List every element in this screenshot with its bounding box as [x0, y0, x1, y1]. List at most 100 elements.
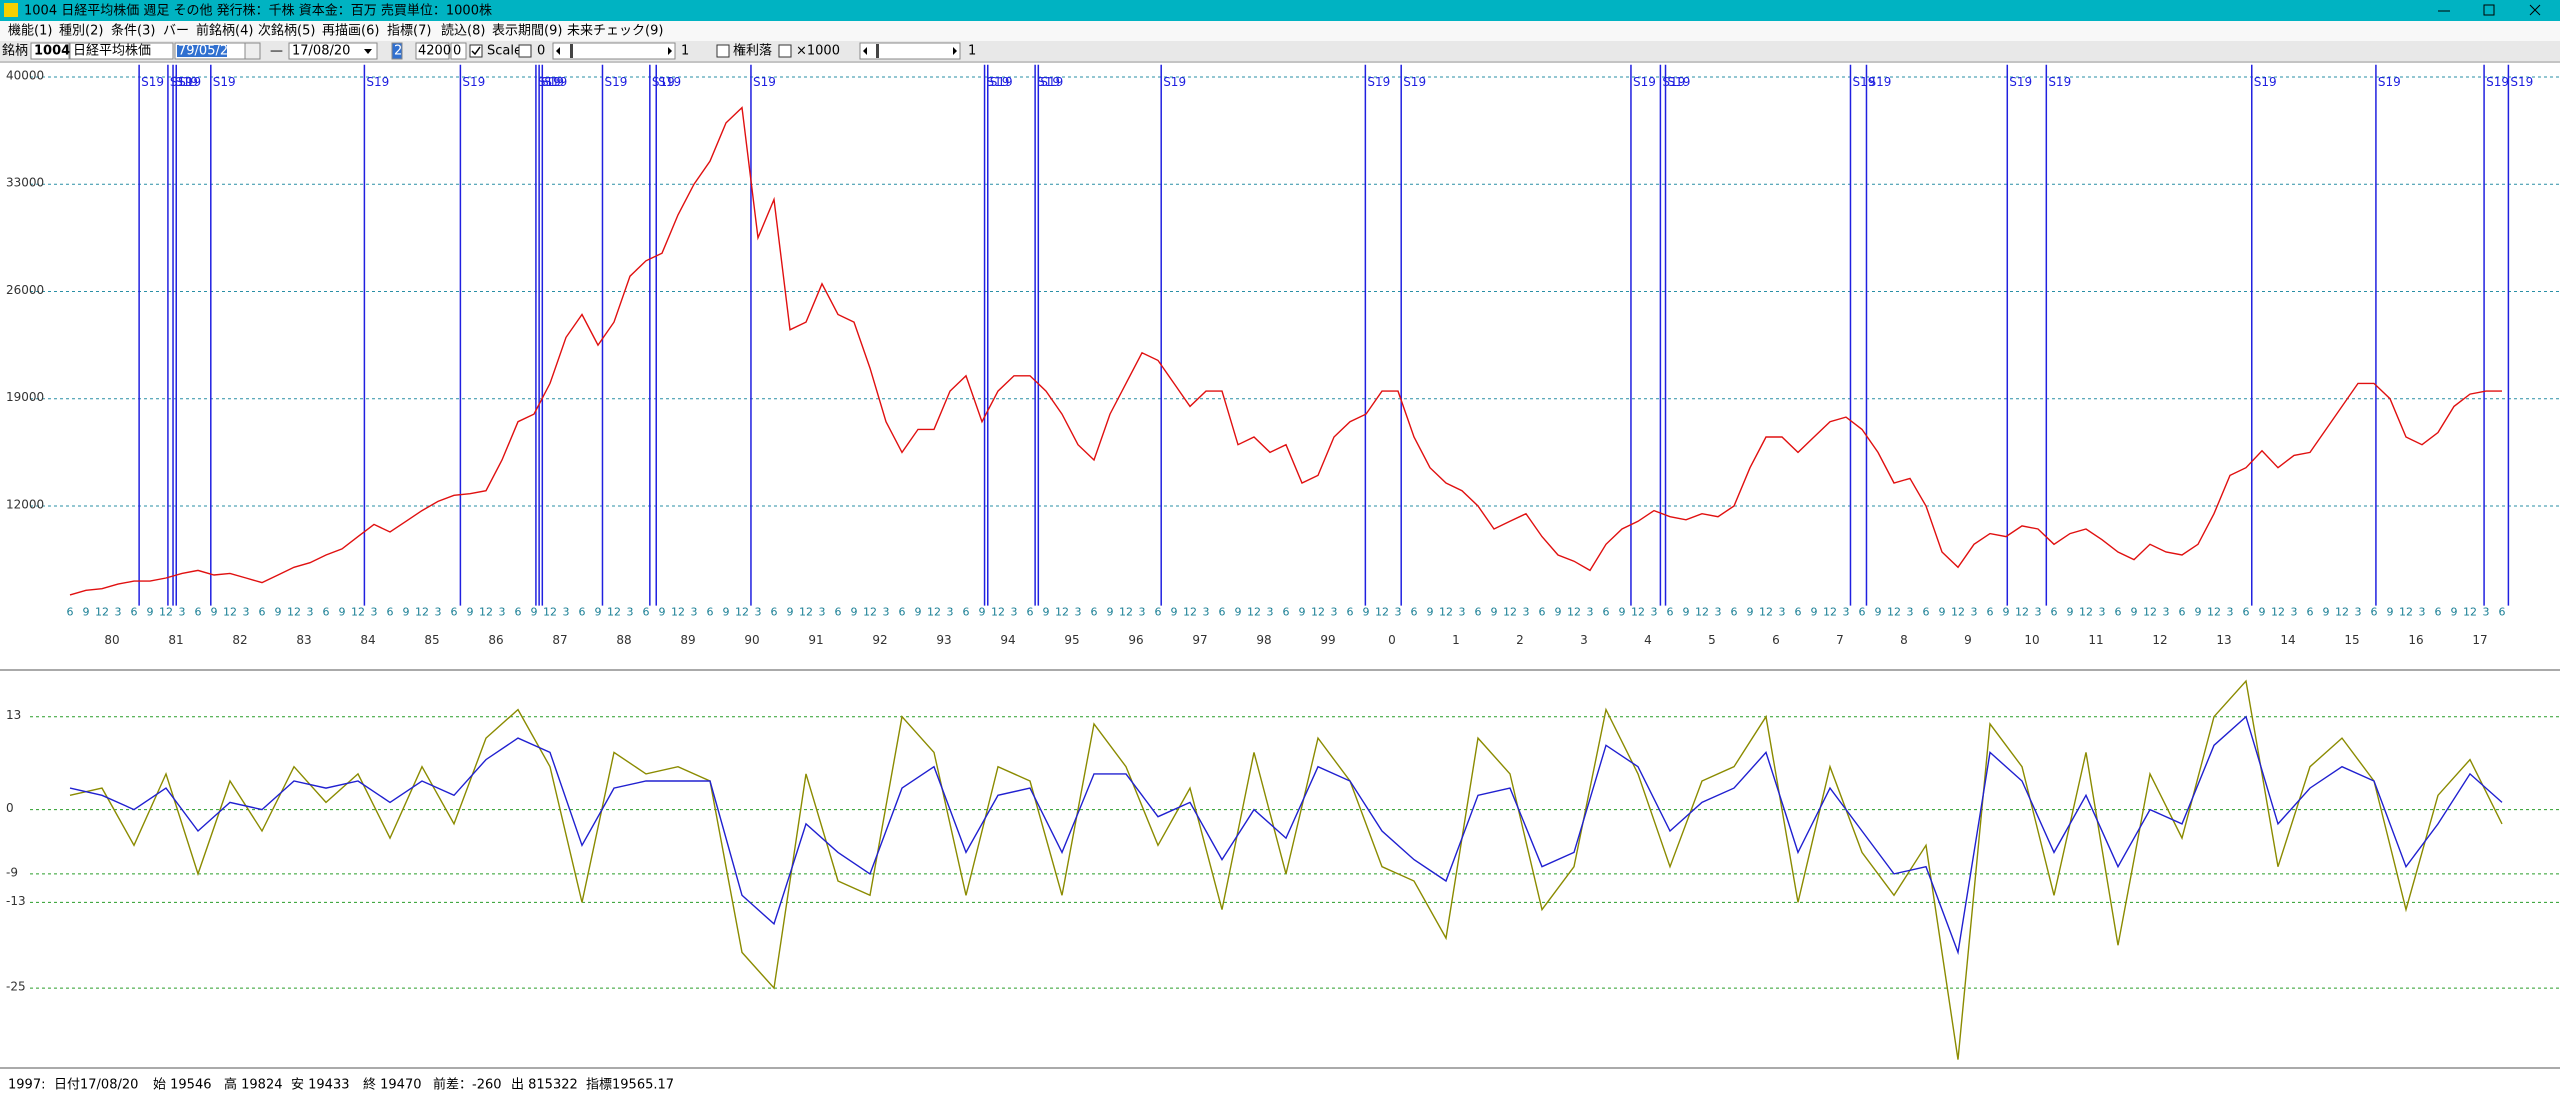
x-tick-label: 16 [2408, 633, 2423, 647]
menu-item[interactable]: 種別(2) [59, 23, 103, 39]
x-tick-label: 10 [2024, 633, 2039, 647]
month-label: 12 [2463, 606, 2477, 619]
month-label: 6 [1795, 606, 1802, 619]
month-label: 9 [1939, 606, 1946, 619]
month-label: 3 [499, 606, 506, 619]
code-input[interactable] [30, 42, 70, 60]
month-label: 3 [2163, 606, 2170, 619]
x-tick-label: 89 [680, 633, 695, 647]
month-label: 9 [1811, 606, 1818, 619]
month-label: 6 [1731, 606, 1738, 619]
y-tick-label: 19000 [6, 390, 44, 404]
status-item: 前差：-260 [433, 1077, 502, 1093]
menu-item[interactable]: 指標(7) [387, 24, 431, 39]
slider-thumb[interactable] [570, 44, 573, 58]
app-icon [4, 3, 18, 17]
menu-item[interactable]: 読込(8) [441, 23, 485, 39]
month-label: 3 [1267, 606, 1274, 619]
signal-label: S19 [178, 75, 201, 89]
signal-label: S19 [213, 75, 236, 89]
month-label: 12 [735, 606, 749, 619]
month-label: 12 [2335, 606, 2349, 619]
month-label: 6 [1219, 606, 1226, 619]
signal-label: S19 [1163, 75, 1186, 89]
menu-item[interactable]: 未来チェック(9) [567, 24, 663, 39]
month-label: 3 [1971, 606, 1978, 619]
x-tick-label: 87 [552, 633, 567, 647]
signal-label: S19 [544, 75, 567, 89]
x-tick-label: 92 [872, 633, 887, 647]
menu-item[interactable]: バー [163, 24, 189, 39]
field-c-input[interactable] [450, 42, 467, 60]
menu-item[interactable]: 機能(1) [8, 24, 52, 39]
close-button[interactable] [2529, 4, 2541, 16]
x-tick-label: 82 [232, 633, 247, 647]
month-label: 3 [2419, 606, 2426, 619]
date-spinner[interactable] [244, 42, 261, 60]
month-label: 3 [1459, 606, 1466, 619]
slider-thumb[interactable] [876, 44, 879, 58]
month-label: 9 [659, 606, 666, 619]
menu-item[interactable]: 次銘柄(5) [258, 23, 315, 39]
signal-label: S19 [2048, 75, 2071, 89]
month-label: 6 [67, 606, 74, 619]
x-tick-label: 13 [2216, 633, 2231, 647]
slider-2[interactable] [859, 42, 961, 60]
month-label: 6 [2499, 606, 2506, 619]
month-label: 9 [1683, 606, 1690, 619]
scale-checkbox[interactable] [469, 44, 483, 58]
slider-1[interactable] [552, 42, 676, 60]
field-a-input[interactable] [391, 42, 403, 60]
selection [177, 45, 227, 57]
month-label: 12 [159, 606, 173, 619]
month-label: 9 [2195, 606, 2202, 619]
signal-label: S19 [1037, 75, 1060, 89]
data-line [69, 679, 2503, 1060]
signal-label: S19 [1852, 75, 1875, 89]
month-label: 9 [851, 606, 858, 619]
menu-item[interactable]: 表示期間(9) [492, 24, 562, 39]
month-label: 9 [339, 606, 346, 619]
rights-checkbox[interactable] [716, 44, 730, 58]
month-label: 6 [1411, 606, 1418, 619]
month-label: 12 [479, 606, 493, 619]
menu-item[interactable]: 再描画(6) [322, 24, 379, 39]
menu-item[interactable]: 前銘柄(4) [196, 23, 253, 39]
restore-button[interactable] [2483, 4, 2495, 16]
month-label: 9 [1171, 606, 1178, 619]
end-date-combo[interactable] [288, 42, 378, 60]
month-label: 6 [2115, 606, 2122, 619]
month-label: 12 [1695, 606, 1709, 619]
x-tick-label: 81 [168, 633, 183, 647]
month-label: 3 [2355, 606, 2362, 619]
mult-checkbox[interactable] [778, 44, 792, 58]
field-b-input[interactable] [415, 42, 450, 60]
month-label: 3 [2099, 606, 2106, 619]
month-label: 9 [83, 606, 90, 619]
signal-label: S19 [538, 75, 561, 89]
month-label: 6 [963, 606, 970, 619]
checkbox[interactable] [518, 44, 532, 58]
month-label: 12 [1119, 606, 1133, 619]
y-tick-label: 40000 [6, 68, 44, 82]
signal-label: S19 [141, 75, 164, 89]
month-label: 6 [2307, 606, 2314, 619]
signal-label: S19 [2009, 75, 2032, 89]
menu-item[interactable]: 条件(3) [111, 23, 155, 39]
slider-2-value: 1 [968, 44, 976, 59]
signal-label: S19 [2510, 75, 2533, 89]
x-tick-label: 1 [1452, 633, 1460, 647]
name-input[interactable] [69, 42, 174, 60]
month-label: 6 [1283, 606, 1290, 619]
month-label: 6 [515, 606, 522, 619]
month-label: 3 [883, 606, 890, 619]
month-label: 12 [543, 606, 557, 619]
month-label: 12 [1247, 606, 1261, 619]
x-tick-label: 12 [2152, 633, 2167, 647]
month-label: 12 [2143, 606, 2157, 619]
data-line [69, 106, 2502, 596]
field-c: 0 [453, 44, 461, 59]
month-label: 6 [323, 606, 330, 619]
signal-label: S19 [541, 75, 564, 89]
status-bar [0, 1068, 2560, 1105]
